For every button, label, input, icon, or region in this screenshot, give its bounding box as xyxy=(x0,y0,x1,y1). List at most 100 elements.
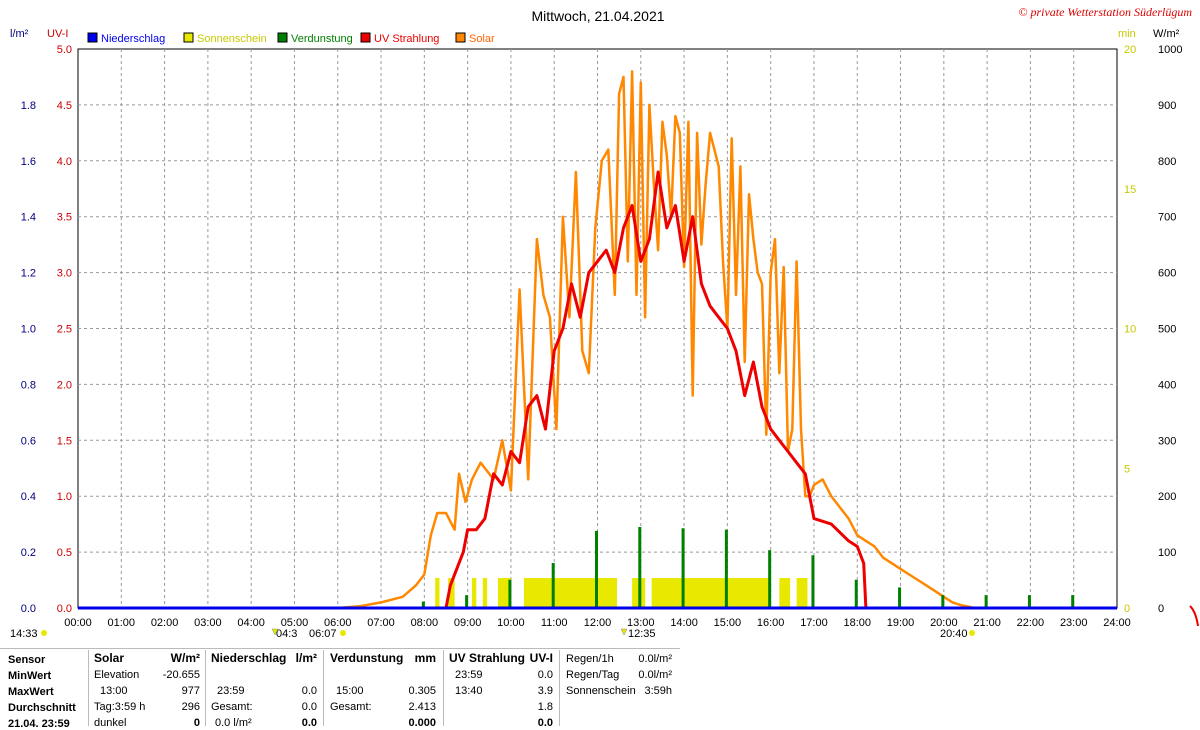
y-tick-label-rain: 1.0 xyxy=(21,324,36,336)
solar-max-label: 13:00 xyxy=(100,685,128,697)
sunrise-icon xyxy=(271,628,279,636)
y-tick-label-uv: 3.5 xyxy=(57,212,72,224)
sunrise-time: 06:07 xyxy=(309,628,337,640)
uv-min-value: 0.0 xyxy=(537,669,553,681)
copyright-label: © private Wetterstation Süderlügum xyxy=(1018,5,1192,19)
y-tick-label-rain: 0.6 xyxy=(21,435,36,447)
verdunstung-max-value: 0.305 xyxy=(408,685,436,697)
uv-cur-value: 0.0 xyxy=(537,717,553,729)
table-col-niederschlag: Niederschlag l/m² 23:59 0.0 Gesamt: 0.0 … xyxy=(211,648,317,729)
solar-unit: W/m² xyxy=(170,651,200,665)
verdunstung-max-label: 15:00 xyxy=(336,685,364,697)
y-tick-label-uv: 0.0 xyxy=(57,603,72,615)
chart-labels: 0.0 0.2 0.4 0.6 0.8 1.0 1.2 1.4 1.6 1.8 0.0 0.5 1.0 1… xyxy=(10,28,1199,640)
legend-swatch xyxy=(87,32,98,43)
solar-line xyxy=(337,70,975,610)
solar-min-label: Elevation xyxy=(94,669,140,681)
y-tick-label-sunshine: 15 xyxy=(1124,184,1136,196)
y-tick-label-rain: 0.4 xyxy=(21,491,36,503)
y-tick-label-rain: 1.2 xyxy=(21,268,36,280)
y-tick-label-solar: 0 xyxy=(1158,603,1164,615)
solar-avg-label: Tag:3:59 h xyxy=(94,701,146,713)
table-col-solar: Solar W/m² Elevation -20.655 13:00 977 T… xyxy=(94,648,200,729)
y-tick-label-sunshine: 5 xyxy=(1124,463,1130,475)
table-col-verdunstung: Verdunstung mm 15:00 0.305 Gesamt: 2.413… xyxy=(330,648,436,729)
row-label-avg: Durchschnitt xyxy=(8,702,76,714)
niederschlag-max-value: 0.0 xyxy=(301,685,317,697)
sunshine-bar xyxy=(651,578,771,608)
x-tick-label: 17:00 xyxy=(800,617,828,629)
col-divider xyxy=(88,650,89,726)
sun-marker-icon xyxy=(41,630,47,636)
solar-cur-value: 0 xyxy=(193,717,200,729)
chart-series xyxy=(78,70,1117,610)
y-tick-label-rain: 1.8 xyxy=(21,100,36,112)
x-tick-label: 09:00 xyxy=(454,617,482,629)
solar-header: Solar xyxy=(94,651,125,665)
y-tick-label-uv: 1.5 xyxy=(57,435,72,447)
y-tick-label-sunshine: 0 xyxy=(1124,603,1130,615)
sunshine-bar xyxy=(497,578,511,608)
row-label-current: 21.04. 23:59 xyxy=(8,718,70,730)
sunshine-bar xyxy=(448,578,455,608)
axis-unit-sunshine: min xyxy=(1118,28,1136,40)
solar-min-value: -20.655 xyxy=(162,669,200,681)
legend-swatch xyxy=(455,32,466,43)
legend-label: Niederschlag xyxy=(101,33,165,45)
y-tick-label-solar: 100 xyxy=(1158,547,1176,559)
y-tick-label-uv: 4.0 xyxy=(57,156,72,168)
y-tick-label-uv: 0.5 xyxy=(57,547,72,559)
niederschlag-cur-label: 0.0 l/m² xyxy=(215,717,252,729)
moonrise-time: 14:33 xyxy=(10,628,38,640)
sunshine-bar xyxy=(482,578,488,608)
x-tick-label: 07:00 xyxy=(367,617,395,629)
uv-header: UV Strahlung xyxy=(449,651,526,665)
y-tick-label-solar: 600 xyxy=(1158,268,1176,280)
y-tick-label-sunshine: 10 xyxy=(1124,324,1136,336)
row-label-sensor: Sensor xyxy=(8,654,46,666)
y-tick-label-uv: 4.5 xyxy=(57,100,72,112)
x-tick-label: 04:00 xyxy=(237,617,265,629)
y-tick-label-rain: 1.6 xyxy=(21,156,36,168)
stats-table: Sensor MinWert MaxWert Durchschnitt 21.0… xyxy=(0,648,680,730)
niederschlag-cur-value: 0.0 xyxy=(301,717,317,729)
y-tick-label-uv: 2.5 xyxy=(57,324,72,336)
noon-icon xyxy=(620,628,628,636)
niederschlag-avg-value: 0.0 xyxy=(301,701,317,713)
x-tick-label: 03:00 xyxy=(194,617,222,629)
extra-sonne-value: 3:59h xyxy=(644,685,672,697)
x-tick-label: 00:00 xyxy=(64,617,92,629)
uv-avg-value: 1.8 xyxy=(537,701,553,713)
axis-unit-uv: UV-I xyxy=(47,28,68,40)
solar-noon-time: 12:35 xyxy=(628,628,656,640)
x-tick-label: 13:00 xyxy=(627,617,655,629)
sunset-sun-icon xyxy=(969,630,975,636)
sunrise-sun-icon xyxy=(340,630,346,636)
x-tick-label: 15:00 xyxy=(714,617,742,629)
y-tick-label-rain: 0.8 xyxy=(21,379,36,391)
x-tick-label: 14:00 xyxy=(670,617,698,629)
niederschlag-header: Niederschlag xyxy=(211,651,287,665)
y-tick-label-rain: 0.2 xyxy=(21,547,36,559)
y-tick-label-solar: 400 xyxy=(1158,379,1176,391)
x-tick-label: 01:00 xyxy=(108,617,136,629)
legend-label: Sonnenschein xyxy=(197,33,267,45)
x-tick-label: 18:00 xyxy=(843,617,871,629)
uv-min-label: 23:59 xyxy=(455,669,483,681)
y-tick-label-solar: 1000 xyxy=(1158,44,1182,56)
extra-regentag-label: Regen/Tag xyxy=(566,669,620,681)
x-tick-label: 05:00 xyxy=(281,617,309,629)
x-tick-label: 19:00 xyxy=(887,617,915,629)
sunshine-bar xyxy=(435,578,440,608)
legend-label: Solar xyxy=(469,33,495,45)
y-tick-label-uv: 3.0 xyxy=(57,268,72,280)
uv-max-value: 3.9 xyxy=(537,685,553,697)
col-divider xyxy=(559,650,560,726)
chart-grid xyxy=(77,48,1118,609)
row-label-min: MinWert xyxy=(8,670,52,682)
x-tick-label: 20:00 xyxy=(930,617,958,629)
uv-unit: UV-I xyxy=(529,651,553,665)
y-tick-label-rain: 1.4 xyxy=(21,212,36,224)
legend-swatch xyxy=(277,32,288,43)
dawn-time: 04:3 xyxy=(276,628,297,640)
